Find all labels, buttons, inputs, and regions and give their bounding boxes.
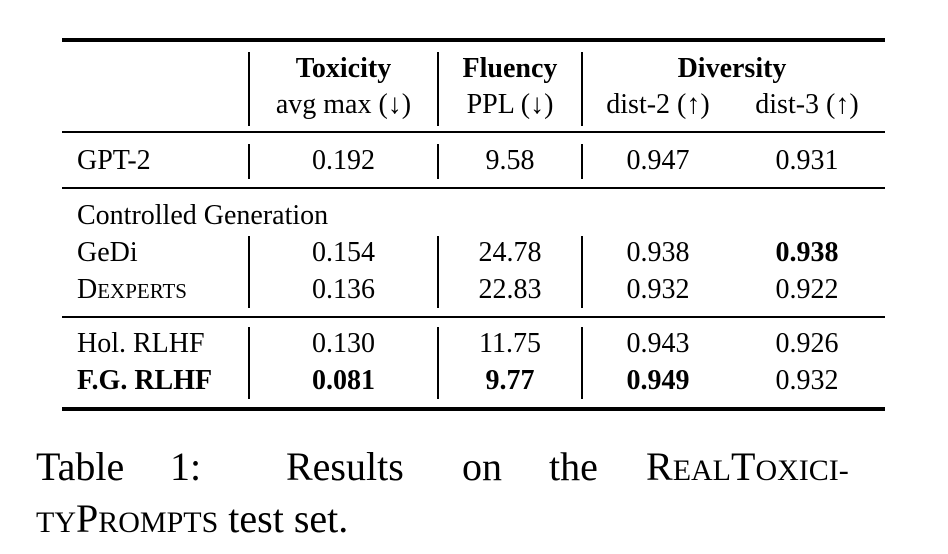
caption-smallcaps: EAL <box>672 454 732 487</box>
cell-toxicity: 0.130 <box>312 328 375 359</box>
row-name: F.G. RLHF <box>77 365 213 396</box>
header-dist2: dist-2 (↑) <box>606 89 710 120</box>
col-separator <box>437 236 439 308</box>
caption-smallcaps: ROMPTS <box>98 506 219 539</box>
col-separator <box>581 236 583 308</box>
cell-dist2: 0.949 <box>626 365 690 396</box>
row-name: GeDi <box>77 237 138 268</box>
caption-word: on <box>462 444 502 489</box>
table-group-rule-2 <box>62 316 885 318</box>
caption-initial: T <box>731 444 756 489</box>
col-separator <box>248 144 250 179</box>
header-dist3: dist-3 (↑) <box>755 89 859 120</box>
col-separator <box>437 327 439 399</box>
caption-label: Table <box>36 444 125 489</box>
row-name-smallcaps: EXPERTS <box>97 279 187 303</box>
cell-toxicity: 0.154 <box>312 237 375 268</box>
caption-word: the <box>549 444 598 489</box>
cell-toxicity: 0.136 <box>312 274 375 305</box>
header-fluency-metric: PPL (↓) <box>466 89 554 120</box>
header-toxicity: Toxicity <box>295 53 392 84</box>
cell-ppl: 9.58 <box>485 145 535 176</box>
row-name: GPT-2 <box>77 145 151 176</box>
header-fluency: Fluency <box>462 53 558 84</box>
cell-ppl: 9.77 <box>485 365 535 396</box>
cell-toxicity: 0.081 <box>312 365 375 396</box>
cell-dist2: 0.947 <box>626 145 690 176</box>
section-label: Controlled Generation <box>77 200 329 231</box>
col-separator <box>437 52 439 126</box>
cell-ppl: 11.75 <box>479 328 541 359</box>
col-separator <box>581 144 583 179</box>
col-separator <box>248 236 250 308</box>
table-bottom-rule <box>62 407 885 411</box>
cell-ppl: 22.83 <box>478 274 542 305</box>
cell-dist2: 0.943 <box>626 328 690 359</box>
row-name: Hol. RLHF <box>77 328 205 359</box>
cell-dist3: 0.926 <box>775 328 839 359</box>
caption-tail: test set. <box>218 496 349 541</box>
header-toxicity-metric: avg max (↓) <box>275 89 412 120</box>
col-separator <box>581 327 583 399</box>
col-separator <box>437 144 439 179</box>
cell-ppl: 24.78 <box>478 237 542 268</box>
cell-dist2: 0.932 <box>626 274 690 305</box>
caption-smallcaps: TY <box>36 506 76 539</box>
header-diversity: Diversity <box>677 53 787 84</box>
caption-initial: P <box>76 496 99 541</box>
table-top-rule <box>62 38 885 42</box>
caption-initial: R <box>646 444 673 489</box>
col-separator <box>581 52 583 126</box>
cell-dist3: 0.931 <box>775 145 839 176</box>
col-separator <box>248 52 250 126</box>
table-group-rule-1 <box>62 187 885 189</box>
caption-dataset-name: REALTOXICI- <box>646 443 849 495</box>
row-name-initial: D <box>77 274 98 305</box>
caption-word: Results <box>286 444 404 489</box>
cell-toxicity: 0.192 <box>312 145 375 176</box>
cell-dist3: 0.938 <box>775 237 839 268</box>
caption-line-2: TYPROMPTS test set. <box>36 495 348 547</box>
col-separator <box>248 327 250 399</box>
caption-number: 1: <box>170 444 202 489</box>
row-name: DEXPERTS <box>77 273 187 308</box>
caption-smallcaps: OXICI- <box>755 454 849 487</box>
cell-dist3: 0.932 <box>775 365 839 396</box>
cell-dist2: 0.938 <box>626 237 690 268</box>
table-header-rule <box>62 131 885 133</box>
cell-dist3: 0.922 <box>775 274 839 305</box>
